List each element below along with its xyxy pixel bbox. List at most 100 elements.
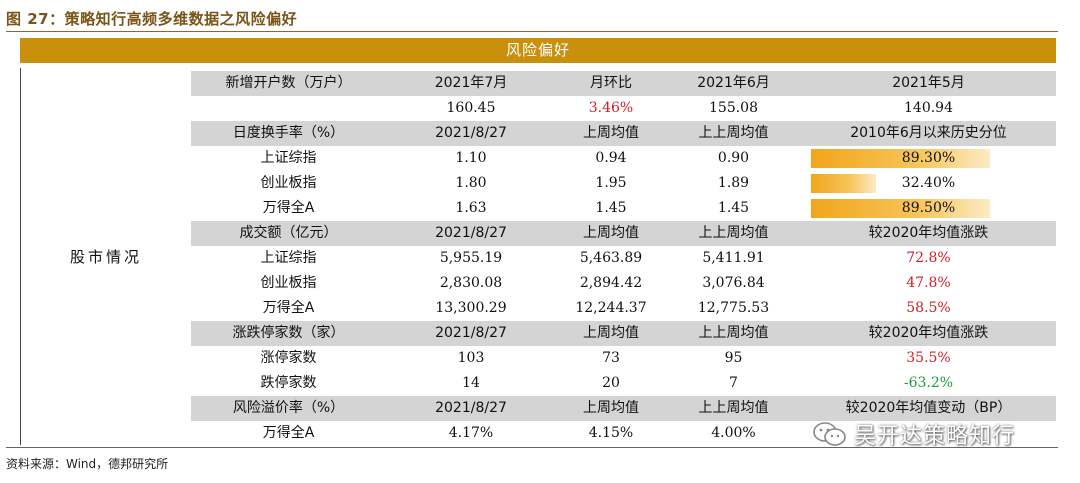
table-cell: 32.40%	[801, 171, 1056, 196]
table-cell: 20	[602, 375, 620, 391]
table-cell: 160.45	[446, 100, 496, 116]
table-cell: 1.80	[455, 175, 487, 191]
table-cell: 上周均值	[583, 125, 639, 141]
table-cell: 89.50%	[801, 196, 1056, 221]
table-cell: 2021/8/27	[435, 400, 507, 416]
table-cell: 47.8%	[906, 275, 951, 291]
table-cell: 4.00%	[711, 425, 756, 441]
table-cell: 2021/8/27	[435, 125, 507, 141]
table-cell: 5,955.19	[439, 250, 503, 266]
wechat-icon	[813, 422, 846, 446]
table-row: 万得全A 13,300.29 12,244.37 12,775.53 58.5%	[191, 296, 1056, 321]
table-cell: 2,894.42	[579, 275, 643, 291]
table-header-row: 成交额（亿元） 2021/8/27 上周均值 上上周均值 较2020年均值涨跌	[191, 221, 1056, 246]
table-cell: 3.46%	[588, 100, 634, 116]
watermark: 吴开达策略知行	[812, 418, 1015, 450]
table-cell: 72.8%	[906, 250, 951, 266]
table-cell: 上证综指	[260, 250, 317, 266]
table-cell: 万得全A	[262, 200, 315, 216]
risk-appetite-table: 新增开户数（万户） 2021年7月 月环比 2021年6月 2021年5月 160.45 3…	[191, 71, 1056, 446]
table-cell: 万得全A	[262, 425, 315, 441]
table-cell: 涨停家数	[260, 350, 317, 366]
table-cell: 1.89	[717, 175, 750, 191]
table-cell: 5,463.89	[579, 250, 643, 266]
table-cell: 2021年5月	[892, 75, 965, 91]
figure-title: 图 27：策略知行高频多维数据之风险偏好	[6, 10, 298, 28]
table-cell: 12,244.37	[575, 300, 647, 316]
table-cell: 较2020年均值变动（BP）	[845, 400, 1012, 416]
table-row: 上证综指 5,955.19 5,463.89 5,411.91 72.8%	[191, 246, 1056, 271]
table-cell: 3,076.84	[702, 275, 765, 291]
table-cell: 7	[729, 375, 738, 391]
table-header-row: 日度换手率（%） 2021/8/27 上周均值 上上周均值 2010年6月以来历史分位	[191, 121, 1056, 146]
table-cell: 58.5%	[906, 300, 951, 316]
section-cell: 股市情况	[20, 68, 191, 445]
table-row: 上证综指 1.10 0.94 0.90 89.30%	[191, 146, 1056, 171]
table-cell: 1.45	[717, 200, 750, 216]
table-cell: 4.15%	[588, 425, 634, 441]
table-cell: 2010年6月以来历史分位	[850, 125, 1007, 141]
banner-header: 风险偏好	[20, 38, 1056, 63]
table-cell: 上上周均值	[698, 225, 769, 241]
table-cell: 13,300.29	[435, 300, 507, 316]
table-cell: 上周均值	[583, 225, 639, 241]
table-cell: 155.08	[709, 100, 758, 116]
section-label: 股市情况	[69, 248, 142, 266]
table-cell: 95	[724, 350, 743, 366]
table-cell: 较2020年均值涨跌	[868, 325, 989, 341]
table-cell: 成交额（亿元）	[239, 225, 338, 241]
percentile-value: 32.40%	[901, 175, 956, 191]
table-cell: 创业板指	[260, 275, 317, 291]
table-cell: 2021/8/27	[435, 325, 507, 341]
table-cell: 5,411.91	[702, 250, 765, 266]
table-cell: 4.17%	[448, 425, 494, 441]
table-cell: 1.45	[595, 200, 627, 216]
table-row: 涨停家数 103 73 95 35.5%	[191, 346, 1056, 371]
table-header-row: 涨跌停家数（家） 2021/8/27 上周均值 上上周均值 较2020年均值涨跌	[191, 321, 1056, 346]
table-cell: 2,830.08	[439, 275, 503, 291]
table-cell: 35.5%	[906, 350, 951, 366]
bottom-rule	[6, 447, 1058, 448]
table-cell: 14	[462, 375, 480, 391]
table-cell: 0.94	[595, 150, 627, 166]
table-cell: 2021年6月	[697, 75, 770, 91]
table-header-row: 风险溢价率（%） 2021/8/27 上周均值 上上周均值 较2020年均值变动（BP）	[191, 396, 1056, 421]
table-cell: 上上周均值	[698, 400, 769, 416]
table-cell: 1.63	[455, 200, 487, 216]
title-rule	[6, 31, 1058, 32]
table-cell: 跌停家数	[260, 375, 317, 391]
source-note: 资料来源：Wind，德邦研究所	[6, 457, 169, 471]
table-cell: 万得全A	[262, 300, 315, 316]
table-row: 创业板指 1.80 1.95 1.89 32.40%	[191, 171, 1056, 196]
table-cell: 2021年7月	[434, 75, 508, 91]
table-row: 创业板指 2,830.08 2,894.42 3,076.84 47.8%	[191, 271, 1056, 296]
table-cell: 上证综指	[260, 150, 317, 166]
table-cell: 1.95	[595, 175, 627, 191]
percentile-bar	[811, 199, 990, 218]
table-cell: 上上周均值	[698, 325, 769, 341]
percentile-bar	[811, 149, 990, 168]
table-cell: 日度换手率（%）	[232, 125, 345, 141]
table-cell: 新增开户数（万户）	[225, 75, 352, 91]
table-cell: 2021/8/27	[435, 225, 507, 241]
table-cell: 上上周均值	[698, 125, 769, 141]
percentile-value: 89.30%	[901, 150, 956, 166]
table-row: 万得全A 1.63 1.45 1.45 89.50%	[191, 196, 1056, 221]
table-cell: 月环比	[590, 75, 632, 91]
table-cell: 0.90	[717, 150, 750, 166]
table-cell: 风险溢价率（%）	[232, 400, 345, 416]
table-cell: 103	[457, 350, 485, 366]
table-row: 跌停家数 14 20 7 -63.2%	[191, 371, 1056, 396]
table-cell: 上周均值	[583, 400, 639, 416]
table-cell: 上周均值	[583, 325, 639, 341]
table-cell: 12,775.53	[697, 300, 770, 316]
table-header-row: 新增开户数（万户） 2021年7月 月环比 2021年6月 2021年5月	[191, 71, 1056, 96]
table-cell: 1.10	[455, 150, 487, 166]
table-cell: 创业板指	[260, 175, 317, 191]
table-row: 160.45 3.46% 155.08 140.94	[191, 96, 1056, 121]
table-cell: 较2020年均值涨跌	[868, 225, 989, 241]
table-cell	[191, 96, 386, 121]
watermark-text: 吴开达策略知行	[854, 424, 1016, 449]
percentile-bar	[811, 174, 876, 193]
table-cell: 140.94	[904, 100, 953, 116]
